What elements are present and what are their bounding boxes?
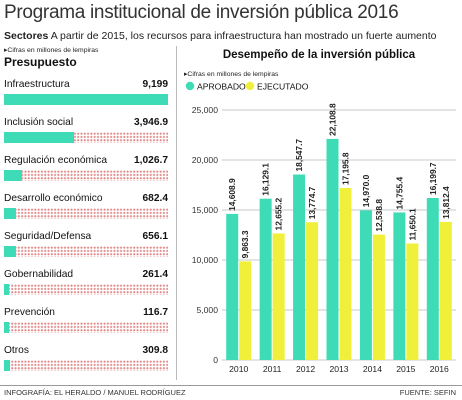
- chart-bar: [393, 212, 406, 360]
- bar-value-label: 13,812.4: [441, 186, 451, 219]
- bar-value-label: 16,199.7: [428, 162, 438, 195]
- budget-category-label: Prevención: [4, 307, 55, 318]
- legend-swatch: [185, 81, 195, 91]
- budget-row: Seguridad/Defensa 656.1: [0, 231, 172, 267]
- bar-value-label: 13,774.7: [307, 186, 317, 219]
- subtitle-lead: Sectores: [4, 30, 49, 42]
- chart-bar: [426, 198, 439, 360]
- page-title: Programa institucional de inversión públ…: [4, 2, 399, 23]
- x-tick-label: 2011: [263, 364, 282, 374]
- budget-row: Regulación económica 1,026.7: [0, 155, 172, 191]
- budget-category-value: 9,199: [142, 79, 169, 90]
- chart-bar: [372, 234, 385, 360]
- subtitle-text: A partir de 2015, los recursos para infr…: [48, 30, 437, 42]
- budget-category-label: Desarrollo económico: [4, 193, 103, 204]
- budget-bar: [4, 322, 9, 333]
- x-tick-label: 2013: [329, 364, 348, 374]
- budget-bar: [4, 170, 23, 181]
- bar-value-label: 14,755.4: [394, 177, 404, 210]
- bar-value-label: 14,970.0: [361, 174, 371, 207]
- y-tick-label: 20,000: [192, 155, 219, 165]
- budget-bar: [4, 94, 168, 105]
- x-tick-label: 2012: [296, 364, 315, 374]
- x-tick-label: 2016: [430, 364, 449, 374]
- budget-row: Prevención 116.7: [0, 307, 172, 343]
- budget-row: Desarrollo económico 682.4: [0, 193, 172, 229]
- budget-bar-track: [4, 284, 168, 295]
- budget-bar: [4, 360, 10, 371]
- bar-value-label: 17,195.8: [341, 152, 351, 185]
- budget-category-value: 116.7: [143, 307, 168, 318]
- bar-value-label: 9,863.3: [240, 230, 250, 258]
- chart-bar: [239, 261, 252, 360]
- budget-bar-track: [4, 246, 168, 257]
- budget-bar-track: [4, 360, 168, 371]
- budget-bar-track: [4, 94, 168, 105]
- x-tick-label: 2010: [229, 364, 248, 374]
- budget-bar-track: [4, 132, 168, 143]
- budget-units-note: ▸Cifras en millones de lempiras: [4, 47, 99, 54]
- budget-bar: [4, 246, 16, 257]
- performance-chart: Desempeño de la inversión pública ▸Cifras…: [184, 49, 456, 374]
- chart-units-note: ▸Cifras en millones de lempiras: [184, 71, 279, 78]
- budget-heading: Presupuesto: [4, 55, 77, 69]
- chart-bar: [359, 210, 372, 360]
- budget-category-label: Inclusión social: [4, 117, 74, 128]
- bar-value-label: 12,655.2: [274, 198, 284, 231]
- chart-bar: [306, 222, 319, 360]
- legend-swatch: [245, 81, 255, 91]
- credit-text: INFOGRAFÍA: EL HERALDO / MANUEL RODRÍGUE…: [4, 388, 186, 397]
- chart-bar: [406, 243, 419, 360]
- budget-category-value: 682.4: [142, 193, 169, 204]
- y-tick-label: 15,000: [192, 205, 219, 215]
- budget-panel: ▸Cifras en millones de lempiras Presupue…: [0, 46, 172, 376]
- bar-value-label: 11,650.1: [407, 208, 417, 240]
- y-tick-label: 25,000: [192, 105, 219, 115]
- chart-bar: [326, 138, 339, 360]
- budget-category-value: 3,946.9: [134, 117, 168, 128]
- budget-category-label: Gobernabilidad: [4, 269, 74, 280]
- bar-value-label: 14,608.9: [227, 178, 237, 211]
- bar-value-label: 22,108.8: [328, 103, 338, 136]
- chart-title: Desempeño de la inversión pública: [223, 49, 416, 61]
- chart-bar: [226, 213, 239, 360]
- budget-bar-track: [4, 322, 168, 333]
- bar-value-label: 16,129.1: [261, 163, 271, 196]
- budget-bar-track: [4, 170, 168, 181]
- chart-bar: [272, 233, 285, 360]
- chart-bar: [259, 198, 272, 360]
- budget-row: Inclusión social 3,946.9: [0, 117, 172, 153]
- chart-bar: [339, 188, 352, 360]
- budget-category-value: 261.4: [142, 269, 169, 280]
- y-tick-label: 5,000: [196, 305, 218, 315]
- budget-category-value: 656.1: [142, 231, 169, 242]
- footer-rule: [0, 385, 462, 386]
- budget-bar: [4, 132, 75, 143]
- x-tick-label: 2014: [363, 364, 382, 374]
- budget-bar: [4, 208, 17, 219]
- bar-value-label: 12,538.8: [374, 199, 384, 232]
- legend-label: EJECUTADO: [257, 82, 309, 92]
- budget-category-label: Otros: [4, 345, 29, 356]
- budget-category-value: 309.8: [142, 345, 169, 356]
- source-text: FUENTE: SEFIN: [399, 388, 456, 397]
- budget-row: Infraestructura 9,199: [0, 79, 172, 115]
- budget-category-label: Infraestructura: [4, 79, 70, 90]
- chart-bar: [293, 174, 306, 360]
- budget-row: Otros 309.8: [0, 345, 172, 381]
- budget-bar-track: [4, 208, 168, 219]
- y-tick-label: 0: [213, 355, 218, 365]
- budget-row: Gobernabilidad 261.4: [0, 269, 172, 305]
- budget-bar: [4, 284, 9, 295]
- budget-category-label: Seguridad/Defensa: [4, 231, 92, 242]
- budget-category-label: Regulación económica: [4, 155, 108, 166]
- y-tick-label: 10,000: [192, 255, 219, 265]
- bar-value-label: 18,547.7: [294, 139, 304, 172]
- chart-bar: [439, 221, 452, 360]
- panel-divider: [176, 46, 177, 380]
- legend-label: APROBADO: [197, 82, 246, 92]
- subtitle: Sectores A partir de 2015, los recursos …: [4, 30, 437, 42]
- x-tick-label: 2015: [396, 364, 415, 374]
- budget-category-value: 1,026.7: [134, 155, 168, 166]
